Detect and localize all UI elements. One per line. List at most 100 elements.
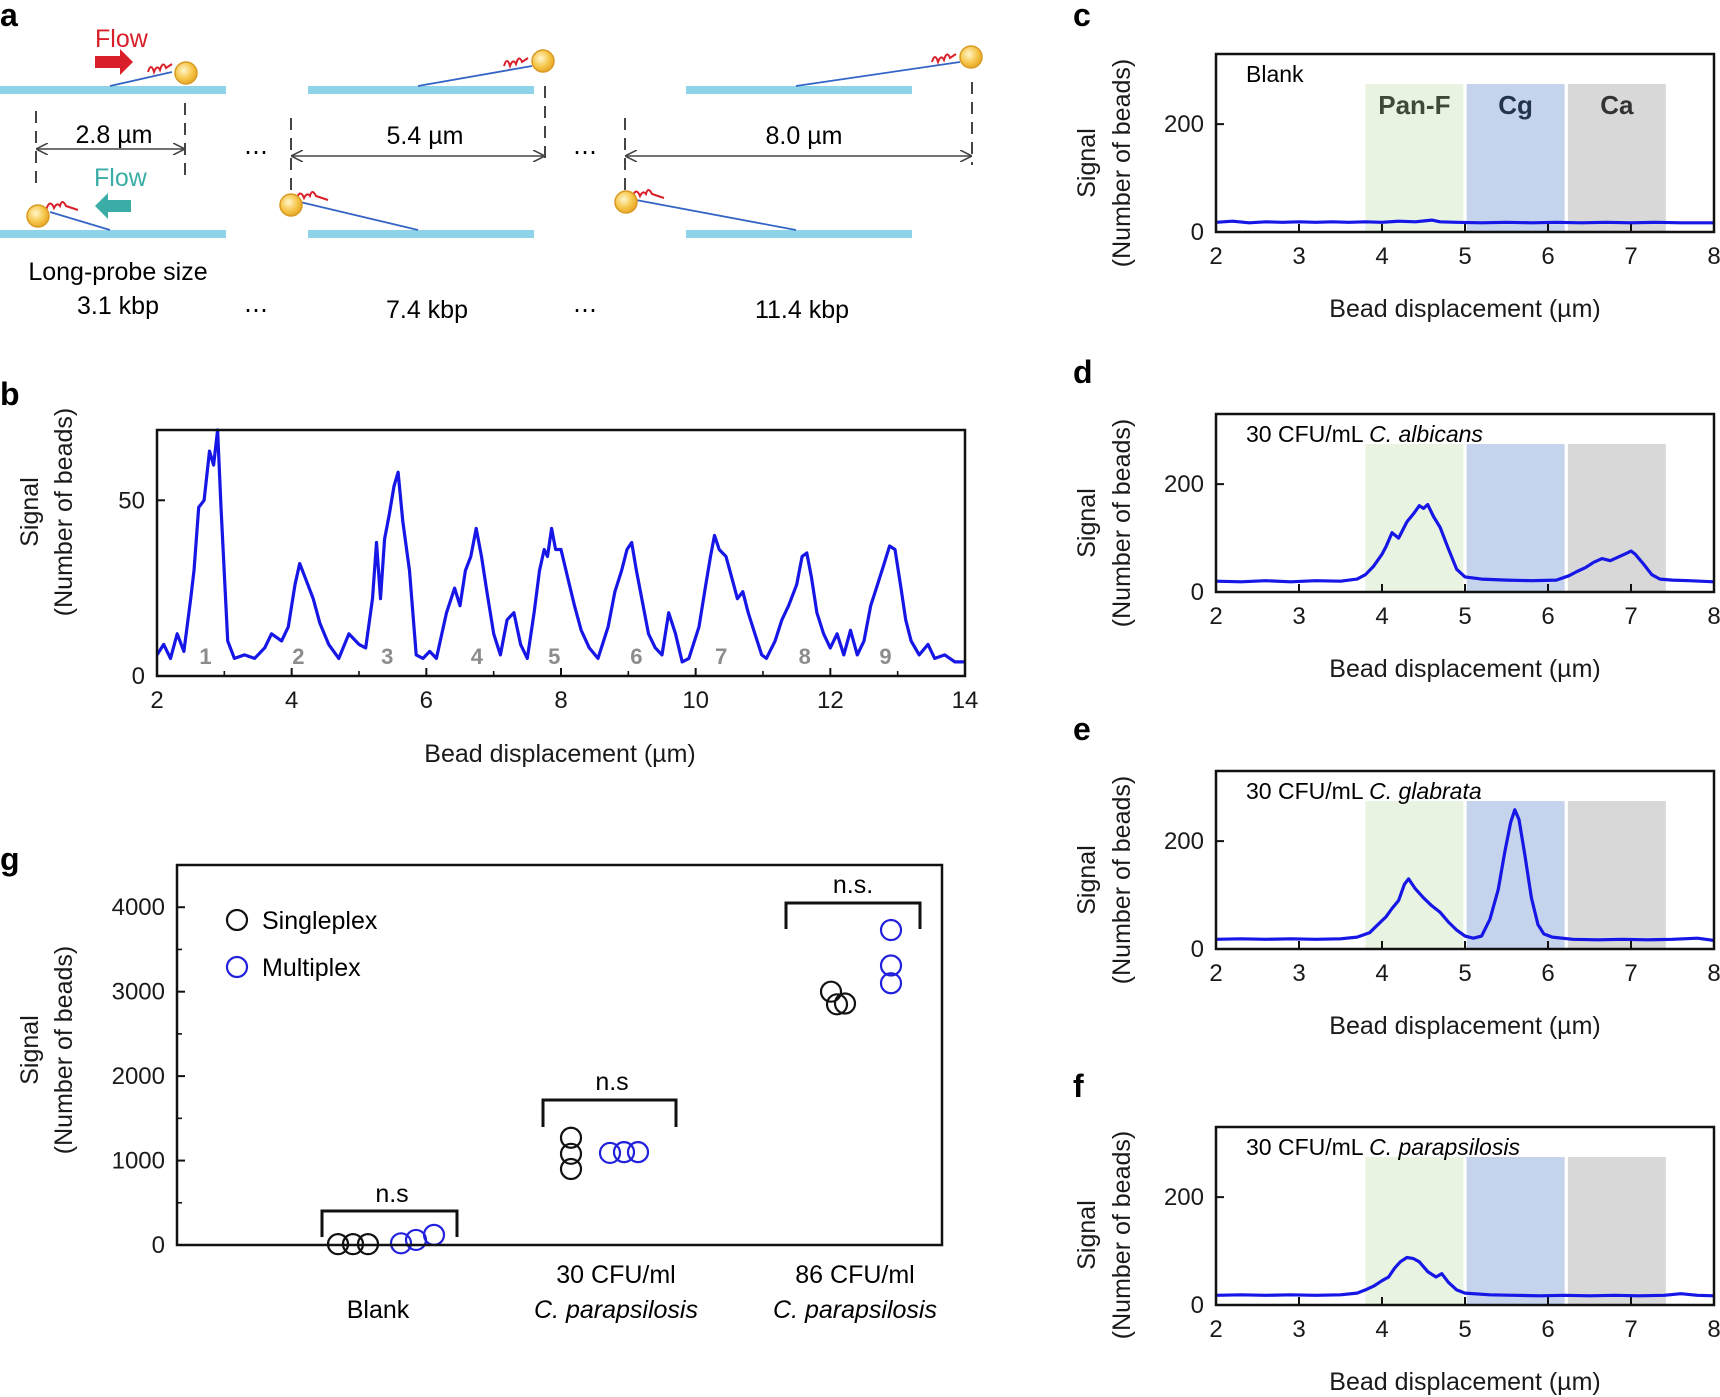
panel-g-chart: Signal (Number of beads) 0 1000 2000 3000 40… (16, 863, 944, 1324)
bead-icon (26, 204, 50, 228)
flow-right-arrow-icon (95, 49, 133, 75)
series-line (155, 428, 965, 664)
dna-tether (109, 71, 173, 87)
scatter-point (598, 1141, 622, 1165)
annotation-species: C. albicans (1369, 421, 1483, 447)
y-axis-label: Signal (1073, 845, 1101, 915)
peak-number-label: 3 (381, 644, 393, 669)
surface-bar (0, 86, 226, 94)
significance-bracket (784, 901, 922, 929)
y-axis-label: Signal (16, 1015, 44, 1085)
series-line (1215, 218, 1714, 225)
y-tick-label: 4000 (112, 894, 165, 921)
x-tick-label: 2 (150, 687, 163, 714)
x-tick-label: 7 (1624, 603, 1637, 630)
x-tick-label: 2 (1209, 960, 1222, 987)
ellipsis: ⋯ (244, 297, 268, 324)
region-band (1365, 801, 1464, 949)
panel-label-a: a (0, 0, 18, 33)
peak-number-label: 9 (879, 644, 891, 669)
ellipsis: ⋯ (573, 139, 597, 166)
x-axis-label: Bead displacement (µm) (424, 740, 695, 768)
x-tick-label: 4 (1375, 1316, 1388, 1343)
annotation-species: C. glabrata (1369, 778, 1482, 804)
plot-frame (155, 428, 967, 678)
panel-label-g: g (0, 841, 20, 877)
panel-annotation: 30 CFU/mL C. parapsilosis (1246, 1134, 1520, 1160)
plot-frame (1214, 1125, 1716, 1307)
dna-tether (49, 211, 111, 231)
legend-label-multiplex: Multiplex (262, 954, 361, 982)
region-band (1567, 84, 1666, 232)
region-band (1365, 444, 1464, 592)
y-tick-label: 0 (132, 663, 145, 690)
peak-number-label: 7 (715, 644, 727, 669)
peak-number-label: 4 (471, 644, 484, 669)
scatter-point (879, 972, 903, 995)
bead-icon (531, 49, 555, 73)
surface-bar (0, 230, 226, 238)
panel-e-chart: Signal (Number of beads) Bead displaceme… (1073, 769, 1720, 1040)
peak-number-label: 6 (630, 644, 642, 669)
x-tick-label: 6 (1541, 1316, 1554, 1343)
flow-label-top: Flow (95, 25, 149, 53)
region-label: Cg (1498, 90, 1533, 120)
y-axis-label: (Number of beads) (1108, 419, 1136, 627)
y-axis-label: Signal (1073, 128, 1101, 198)
y-axis-label: (Number of beads) (1108, 776, 1136, 984)
x-tick-label: 5 (1458, 243, 1471, 270)
y-axis-label: Signal (16, 477, 44, 547)
peak-number-label: 5 (548, 644, 560, 669)
panel-d-chart: Signal (Number of beads) Bead displaceme… (1073, 412, 1720, 683)
plot-frame (1214, 412, 1716, 594)
x-tick-label: 5 (1458, 1316, 1471, 1343)
legend-marker-multiplex (225, 955, 249, 979)
y-axis-label: (Number of beads) (50, 946, 78, 1154)
panel-b-chart: Signal (Number of beads) Bead displaceme… (16, 408, 978, 768)
y-tick-label: 0 (1191, 1292, 1204, 1319)
x-tick-label: 7 (1624, 1316, 1637, 1343)
surface-bar (308, 86, 534, 94)
category-label-species: C. parapsilosis (773, 1296, 937, 1324)
y-tick-label: 200 (1164, 1184, 1204, 1211)
y-tick-label: 0 (1191, 579, 1204, 606)
x-tick-label: 6 (420, 687, 433, 714)
x-tick-label: 8 (1707, 603, 1720, 630)
significance-label: n.s (595, 1068, 628, 1096)
bead-icon (959, 45, 983, 69)
category-label-species: C. parapsilosis (534, 1296, 698, 1324)
probe-segment (147, 63, 173, 76)
x-axis-label: Bead displacement (µm) (1329, 655, 1600, 683)
region-band (1567, 801, 1666, 949)
annotation-text: Blank (1246, 61, 1304, 87)
dna-tether (299, 201, 419, 231)
x-tick-label: 12 (817, 687, 844, 714)
annotation-species: C. parapsilosis (1369, 1134, 1520, 1160)
scatter-point (422, 1223, 446, 1246)
scatter-point (825, 993, 849, 1016)
y-axis-label: (Number of beads) (1108, 59, 1136, 267)
panel-a-schematic: Flow 2.8 µm 5.4 µm 8.0 µm Flow (0, 25, 983, 324)
annotation-text: 30 CFU/mL (1246, 778, 1369, 804)
y-axis-label: Signal (1073, 1200, 1101, 1270)
scatter-point (389, 1232, 413, 1255)
x-tick-label: 6 (1541, 960, 1554, 987)
probe-size-label: 3.1 kbp (77, 292, 159, 320)
panel-annotation: Blank (1246, 61, 1304, 87)
panel-label-b: b (0, 376, 20, 412)
panel-f-chart: Signal (Number of beads) Bead displaceme… (1073, 1125, 1720, 1396)
x-axis-label: Bead displacement (µm) (1329, 295, 1600, 323)
distance-label: 2.8 µm (76, 121, 153, 149)
y-tick-label: 50 (118, 487, 145, 514)
scatter-point (612, 1141, 636, 1164)
annotation-text: 30 CFU/mL (1246, 1134, 1369, 1160)
panel-label-d: d (1073, 354, 1093, 390)
dna-tether (635, 199, 797, 231)
y-tick-label: 0 (1191, 219, 1204, 246)
probe-segment (931, 53, 957, 66)
category-label: 86 CFU/ml (795, 1261, 914, 1289)
surface-bar (686, 86, 912, 94)
bead-icon (279, 193, 303, 217)
y-tick-label: 1000 (112, 1148, 165, 1175)
